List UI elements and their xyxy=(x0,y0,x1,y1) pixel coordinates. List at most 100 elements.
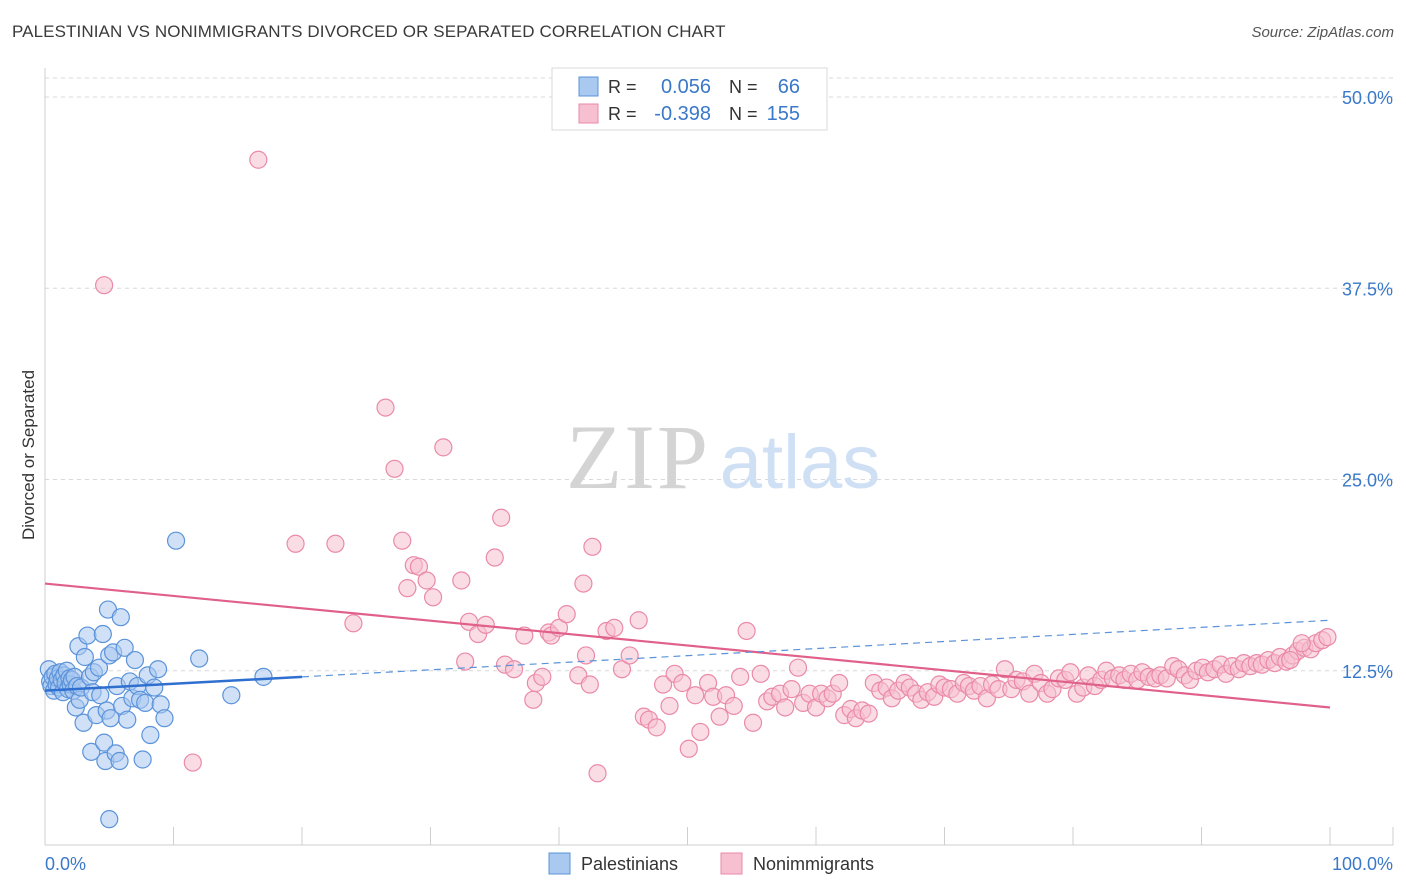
nonimmigrants-point xyxy=(409,557,429,576)
stats-n-label-2: N = xyxy=(729,104,758,124)
nonimmigrants-point xyxy=(1281,650,1300,670)
nonimmigrants-point xyxy=(326,534,345,553)
stats-n-value-1: 66 xyxy=(778,76,800,98)
nonimmigrants-point xyxy=(620,646,639,665)
series-legend: Palestinians Nonimmigrants xyxy=(548,852,874,875)
stats-n-value-2: 155 xyxy=(767,103,800,125)
watermark: ZIP atlas xyxy=(566,406,880,508)
palestinians-point xyxy=(125,650,145,670)
nonimmigrants-point xyxy=(588,764,607,783)
stats-swatch-blue xyxy=(578,76,599,97)
stats-r-label-2: R = xyxy=(608,104,637,124)
nonimmigrants-trend-line xyxy=(44,582,1331,709)
nonimmigrants-point xyxy=(673,673,692,693)
nonimmigrants-point xyxy=(1292,634,1311,653)
stats-n-label-1: N = xyxy=(729,77,758,97)
source-label: Source: ZipAtlas.com xyxy=(1251,24,1394,41)
nonimmigrants-point xyxy=(393,531,412,550)
nonimmigrants-point xyxy=(995,660,1014,679)
palestinians-point xyxy=(111,608,130,627)
palestinians-point xyxy=(110,751,129,771)
legend-swatch-nonimmigrants xyxy=(720,852,743,875)
nonimmigrants-point xyxy=(398,579,417,598)
nonimmigrants-point xyxy=(653,675,673,694)
palestinians-point xyxy=(89,658,109,677)
nonimmigrants-point xyxy=(249,150,268,169)
nonimmigrants-point xyxy=(679,739,698,758)
trend-lines xyxy=(44,582,1331,709)
palestinians-point xyxy=(82,742,101,761)
nonimmigrants-point xyxy=(492,508,511,527)
nonimmigrants-point xyxy=(504,660,524,679)
axes xyxy=(44,68,1394,846)
palestinians-point xyxy=(141,725,160,745)
nonimmigrants-point xyxy=(691,722,710,742)
stats-r-label-1: R = xyxy=(608,77,637,97)
palestinians-point xyxy=(118,710,137,729)
y-tick-label-2: 37.5% xyxy=(1342,279,1393,299)
palestinians-points xyxy=(39,531,273,829)
palestinians-point xyxy=(91,686,110,705)
nonimmigrants-point xyxy=(434,438,453,457)
palestinians-point xyxy=(100,810,119,829)
nonimmigrants-point xyxy=(576,646,596,665)
nonimmigrants-point xyxy=(782,680,801,699)
nonimmigrants-point xyxy=(737,621,756,641)
nonimmigrants-point xyxy=(743,713,763,732)
nonimmigrants-point xyxy=(731,667,750,686)
x-tick-label-0: 0.0% xyxy=(45,854,86,874)
stats-swatch-pink xyxy=(578,103,599,124)
nonimmigrants-point xyxy=(830,673,849,693)
nonimmigrants-point xyxy=(286,534,305,553)
palestinians-point xyxy=(78,626,97,645)
y-tick-labels: 12.5% 25.0% 37.5% 50.0% xyxy=(1342,88,1393,682)
nonimmigrants-point xyxy=(686,686,705,705)
y-tick-label-3: 50.0% xyxy=(1342,88,1393,108)
nonimmigrants-point xyxy=(456,652,475,671)
nonimmigrants-point xyxy=(710,707,729,726)
nonimmigrants-point xyxy=(524,690,543,709)
palestinians-point xyxy=(95,733,114,752)
chart-title: PALESTINIAN VS NONIMMIGRANTS DIVORCED OR… xyxy=(12,22,726,41)
nonimmigrants-point xyxy=(629,611,648,630)
palestinians-trend-extension xyxy=(301,619,1331,678)
legend-label-palestinians: Palestinians xyxy=(581,854,678,874)
x-tick-label-1: 100.0% xyxy=(1332,854,1393,874)
palestinians-point xyxy=(133,750,152,769)
nonimmigrants-point xyxy=(1020,684,1039,703)
nonimmigrants-point xyxy=(583,537,602,556)
nonimmigrants-point xyxy=(385,459,404,478)
nonimmigrants-point xyxy=(788,658,808,677)
nonimmigrants-point xyxy=(376,398,395,417)
x-tick-labels: 0.0% 100.0% xyxy=(45,854,1393,874)
palestinians-point xyxy=(190,649,209,668)
nonimmigrants-point xyxy=(95,276,114,295)
nonimmigrants-point xyxy=(612,660,632,679)
nonimmigrants-point xyxy=(423,588,443,607)
palestinians-point xyxy=(115,638,134,657)
palestinians-point xyxy=(222,686,241,705)
y-tick-label-0: 12.5% xyxy=(1342,662,1393,682)
nonimmigrants-point xyxy=(859,704,878,723)
nonimmigrants-point xyxy=(485,548,504,567)
nonimmigrants-points xyxy=(95,150,1337,783)
y-tick-label-1: 25.0% xyxy=(1342,471,1393,491)
nonimmigrants-point xyxy=(1061,663,1080,682)
palestinians-point xyxy=(166,531,186,550)
grid-lines xyxy=(45,77,1393,672)
nonimmigrants-point xyxy=(605,618,624,638)
nonimmigrants-point xyxy=(751,664,770,683)
legend-swatch-palestinians xyxy=(548,852,571,875)
palestinians-trend-line xyxy=(44,675,303,692)
palestinians-point xyxy=(148,660,168,679)
nonimmigrants-point xyxy=(557,605,576,624)
watermark-atlas: atlas xyxy=(720,420,881,505)
nonimmigrants-point xyxy=(183,753,202,772)
watermark-zip: ZIP xyxy=(566,406,710,508)
nonimmigrants-point xyxy=(724,696,743,716)
palestinians-point xyxy=(136,693,155,712)
y-axis-label: Divorced or Separated xyxy=(19,370,38,540)
nonimmigrants-point xyxy=(580,675,599,694)
palestinians-point xyxy=(155,709,174,728)
